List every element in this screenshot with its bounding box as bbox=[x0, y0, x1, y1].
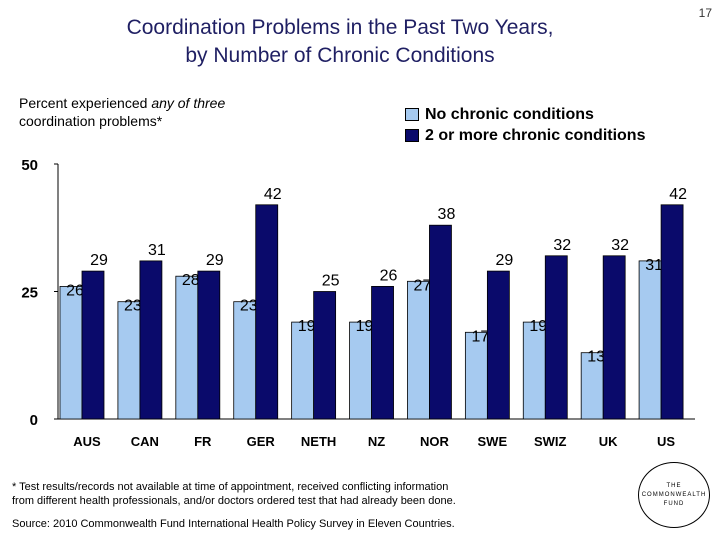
data-label-two-plus-chronic: 29 bbox=[206, 252, 224, 269]
subtitle-line-1: Percent experienced any of three bbox=[19, 94, 225, 112]
data-label-two-plus-chronic: 25 bbox=[322, 273, 340, 290]
legend-item-no-chronic: No chronic conditions bbox=[405, 104, 645, 125]
page-number: 17 bbox=[698, 6, 712, 20]
x-tick-label: CAN bbox=[131, 434, 159, 449]
bar-no-chronic bbox=[59, 285, 83, 420]
bar-no-chronic bbox=[407, 280, 430, 420]
x-tick-label: SWE bbox=[478, 434, 508, 449]
data-label-no-chronic: 27 bbox=[414, 277, 432, 294]
x-tick-label: NOR bbox=[420, 434, 450, 449]
bar-two-plus-chronic bbox=[429, 224, 452, 420]
bar-no-chronic bbox=[175, 275, 199, 420]
legend-item-two-plus-chronic: 2 or more chronic conditions bbox=[405, 125, 645, 146]
bar-no-chronic bbox=[117, 301, 141, 420]
x-tick-label: GER bbox=[247, 434, 276, 449]
bar-two-plus-chronic bbox=[197, 270, 221, 420]
x-tick-label: AUS bbox=[73, 434, 101, 449]
title-line-2: by Number of Chronic Conditions bbox=[185, 44, 495, 67]
data-label-two-plus-chronic: 38 bbox=[438, 206, 456, 223]
data-label-two-plus-chronic: 31 bbox=[148, 242, 166, 259]
legend-swatch-two-plus-chronic bbox=[405, 129, 419, 142]
bar-two-plus-chronic bbox=[255, 204, 279, 420]
legend-label-two-plus-chronic: 2 or more chronic conditions bbox=[425, 127, 646, 144]
footnote-line-1: * Test results/records not available at … bbox=[12, 481, 449, 493]
y-tick-label: 50 bbox=[21, 157, 38, 174]
footnote-line-2: from different health professionals, and… bbox=[12, 495, 456, 507]
data-label-no-chronic: 19 bbox=[356, 318, 374, 335]
bar-two-plus-chronic bbox=[660, 204, 684, 420]
logo-line-1: THE bbox=[666, 482, 682, 489]
logo-line-2: COMMONWEALTH bbox=[641, 491, 707, 498]
chart-subtitle: Percent experienced any of three coordin… bbox=[19, 94, 225, 130]
subtitle-pre: Percent experienced bbox=[19, 95, 152, 111]
x-tick-label: NZ bbox=[368, 434, 385, 449]
bar-two-plus-chronic bbox=[371, 285, 394, 420]
y-tick-label: 0 bbox=[30, 412, 38, 429]
source-note: Source: 2010 Commonwealth Fund Internati… bbox=[12, 518, 455, 530]
x-tick-label: FR bbox=[194, 434, 212, 449]
legend-swatch-no-chronic bbox=[405, 108, 419, 121]
bar-two-plus-chronic bbox=[544, 255, 568, 420]
data-label-two-plus-chronic: 32 bbox=[611, 237, 629, 254]
bar-two-plus-chronic bbox=[313, 291, 337, 420]
y-tick-label: 25 bbox=[21, 285, 38, 302]
chart-legend: No chronic conditions 2 or more chronic … bbox=[405, 104, 645, 146]
data-label-no-chronic: 28 bbox=[182, 272, 200, 289]
bar-no-chronic bbox=[291, 321, 315, 420]
legend-label-no-chronic: No chronic conditions bbox=[425, 106, 594, 123]
bar-two-plus-chronic bbox=[81, 270, 105, 420]
data-label-two-plus-chronic: 26 bbox=[380, 267, 398, 284]
data-label-no-chronic: 26 bbox=[66, 282, 84, 299]
x-tick-label: UK bbox=[599, 434, 618, 449]
subtitle-emphasis: any of three bbox=[151, 95, 226, 111]
data-label-two-plus-chronic: 29 bbox=[90, 252, 108, 269]
bar-no-chronic bbox=[638, 260, 662, 420]
footnote: * Test results/records not available at … bbox=[12, 480, 532, 508]
data-label-no-chronic: 31 bbox=[645, 257, 663, 274]
bar-two-plus-chronic bbox=[486, 270, 510, 420]
bar-two-plus-chronic bbox=[602, 255, 626, 420]
subtitle-line-2: coordination problems* bbox=[19, 113, 163, 129]
data-label-no-chronic: 13 bbox=[587, 349, 605, 366]
x-tick-label: NETH bbox=[301, 434, 336, 449]
x-tick-label: SWIZ bbox=[534, 434, 567, 449]
page-title: Coordination Problems in the Past Two Ye… bbox=[60, 14, 620, 70]
title-line-1: Coordination Problems in the Past Two Ye… bbox=[126, 16, 554, 39]
logo-line-3: FUND bbox=[663, 500, 685, 507]
data-label-two-plus-chronic: 32 bbox=[553, 237, 571, 254]
data-label-two-plus-chronic: 42 bbox=[669, 186, 687, 203]
bar-no-chronic bbox=[349, 321, 372, 420]
data-label-no-chronic: 19 bbox=[529, 318, 547, 335]
data-label-two-plus-chronic: 42 bbox=[264, 186, 282, 203]
data-label-no-chronic: 23 bbox=[124, 298, 142, 315]
bar-no-chronic bbox=[522, 321, 546, 420]
x-tick-label: US bbox=[657, 434, 675, 449]
data-label-no-chronic: 19 bbox=[298, 318, 316, 335]
bar-no-chronic bbox=[233, 301, 257, 420]
data-label-two-plus-chronic: 29 bbox=[495, 252, 513, 269]
data-label-no-chronic: 17 bbox=[471, 328, 489, 345]
bar-two-plus-chronic bbox=[139, 260, 163, 420]
commonwealth-fund-logo: THE COMMONWEALTH FUND bbox=[638, 462, 710, 528]
data-label-no-chronic: 23 bbox=[240, 298, 258, 315]
